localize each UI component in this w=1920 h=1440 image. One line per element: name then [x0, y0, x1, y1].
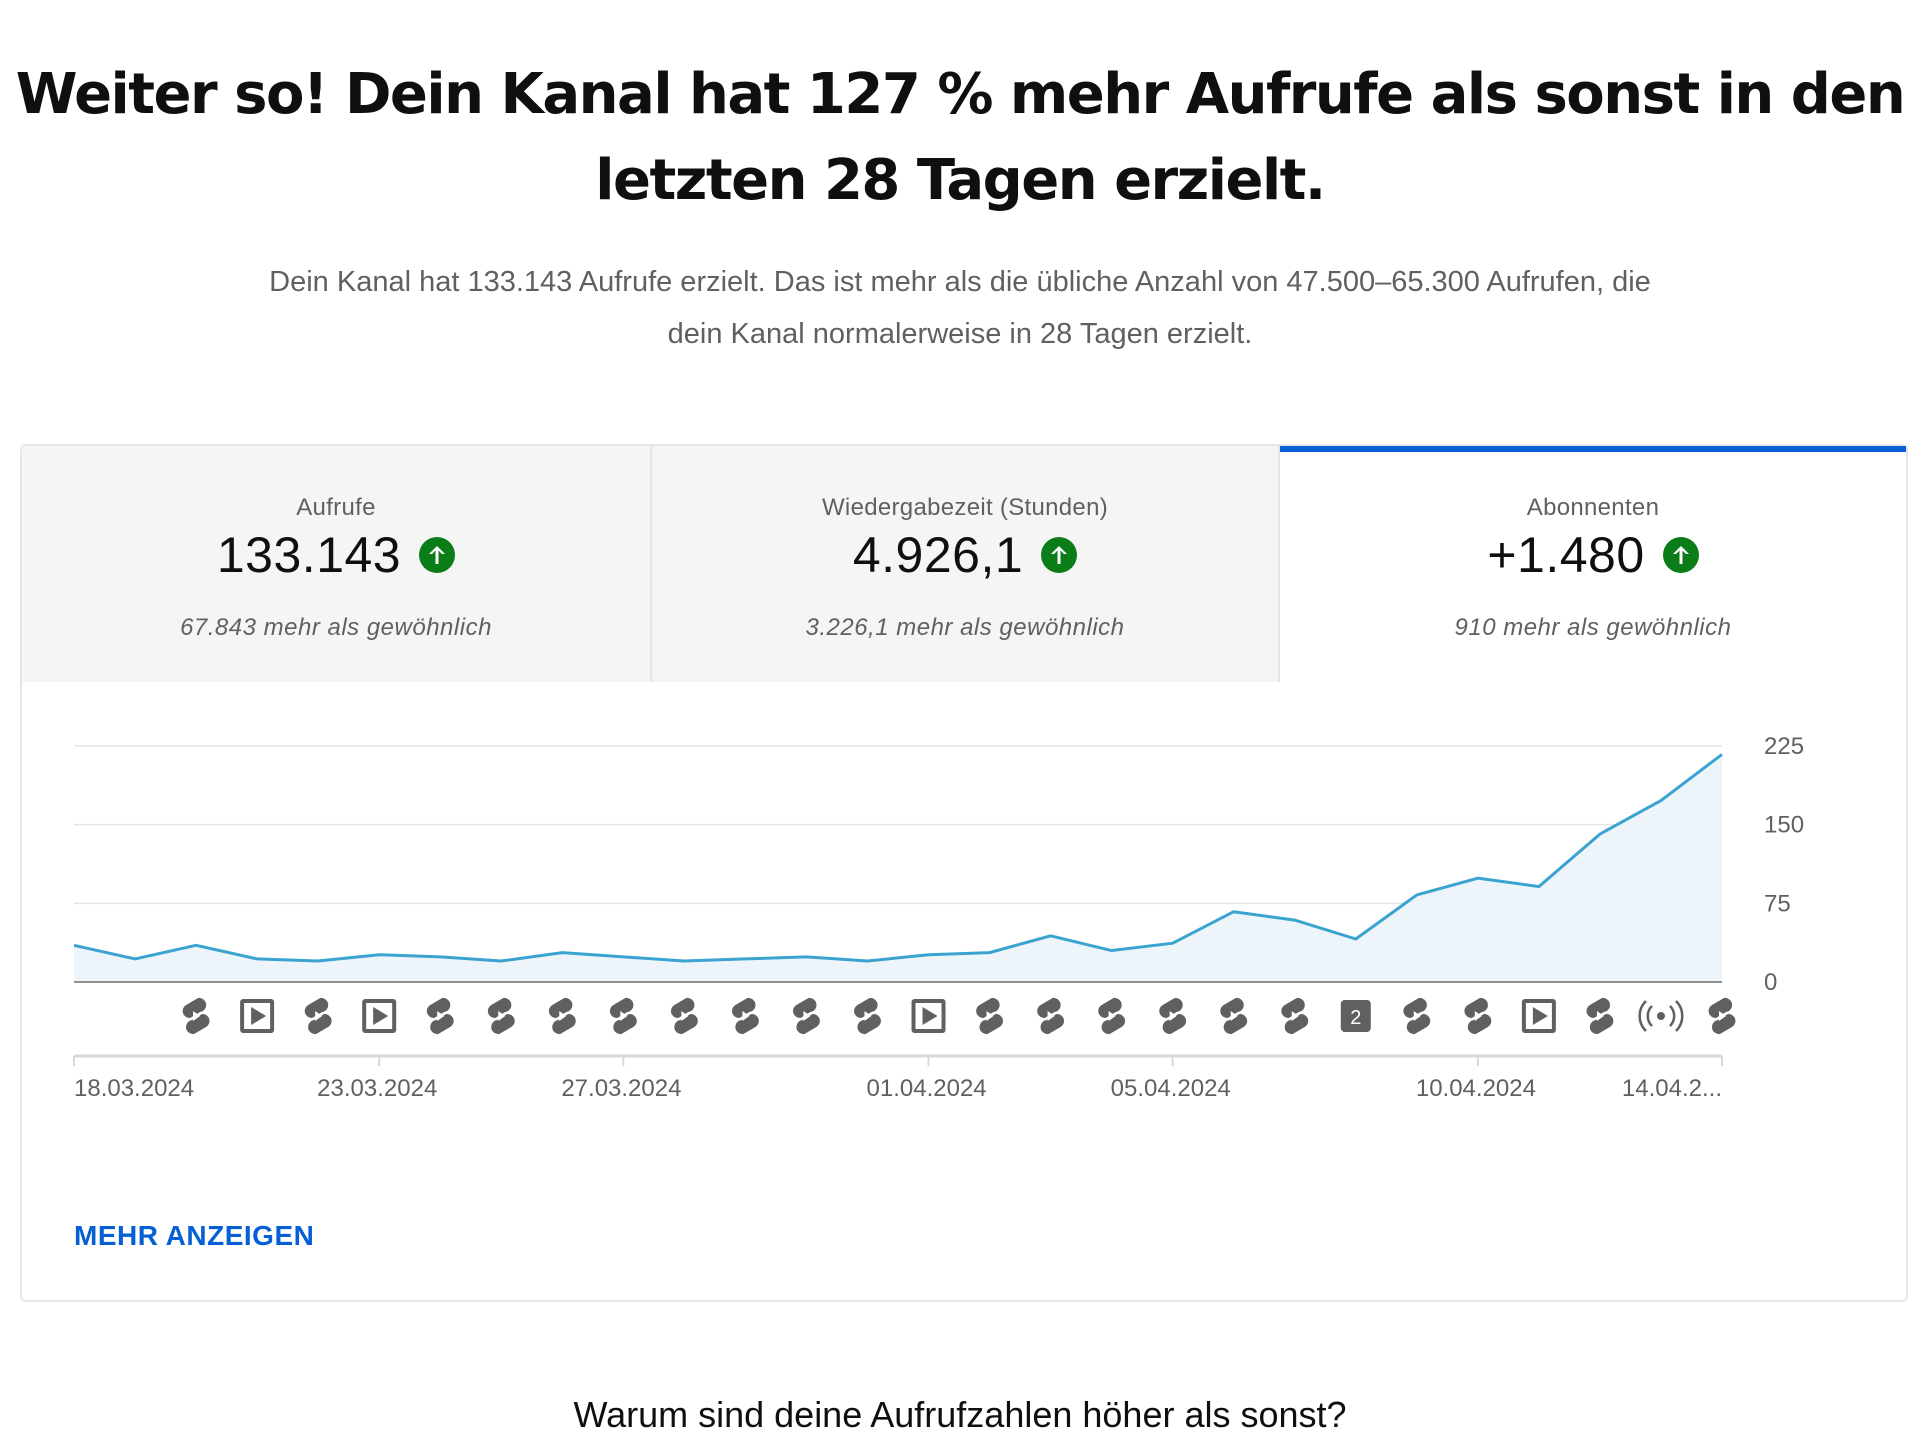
metric-value: 133.143 — [216, 527, 402, 583]
shorts-icon[interactable] — [1586, 997, 1614, 1035]
tab-divider — [650, 446, 652, 682]
shorts-icon[interactable] — [1403, 997, 1431, 1035]
tab-value-row: 4.926,1 — [652, 526, 1278, 584]
tab-label: Wiedergabezeit (Stunden) — [821, 494, 1109, 521]
metric-note: 3.226,1 mehr als gewöhnlich — [805, 614, 1125, 641]
count-badge-icon[interactable]: 2 — [1340, 1000, 1371, 1032]
badge-count: 2 — [1350, 1007, 1361, 1029]
shorts-icon[interactable] — [1464, 997, 1492, 1035]
x-tick-label: 27.03.2024 — [561, 1075, 681, 1102]
chart-svg: 0 75 150 225 2 18.03.2024 23.03.2024 27.03.2024… — [73, 733, 1804, 1102]
shorts-icon[interactable] — [609, 997, 637, 1035]
shorts-icon[interactable] — [670, 997, 698, 1035]
arrow-up-icon — [419, 537, 456, 573]
shorts-icon[interactable] — [304, 997, 332, 1035]
summary-line-2: dein Kanal normalerweise in 28 Tagen erz… — [667, 318, 1253, 350]
show-more-link[interactable]: MEHR ANZEIGEN — [74, 1220, 315, 1251]
active-tab-indicator — [1280, 446, 1906, 452]
metric-tabs: Aufrufe 133.143 67.843 mehr als gewöhnli… — [22, 446, 1906, 682]
tab-label: Aufrufe — [296, 494, 376, 521]
shorts-icon[interactable] — [182, 997, 210, 1035]
shorts-icon[interactable] — [548, 997, 576, 1035]
y-tick-label: 225 — [1764, 733, 1804, 760]
y-tick-label: 0 — [1764, 969, 1777, 996]
shorts-icon[interactable] — [1220, 997, 1248, 1035]
live-icon[interactable] — [1638, 1000, 1684, 1032]
video-icon[interactable] — [362, 999, 397, 1033]
tab-divider — [1278, 446, 1280, 682]
video-icon[interactable] — [911, 999, 946, 1033]
tab-value-row: 133.143 — [22, 526, 650, 584]
y-tick-label: 75 — [1764, 890, 1791, 917]
y-tick-label: 150 — [1764, 812, 1804, 839]
x-tick-label: 23.03.2024 — [317, 1075, 437, 1102]
shorts-icon[interactable] — [426, 997, 454, 1035]
shorts-icon[interactable] — [1098, 997, 1126, 1035]
x-tick-label: 18.03.2024 — [74, 1075, 194, 1102]
summary-line-1: Dein Kanal hat 133.143 Aufrufe erzielt. … — [269, 266, 1651, 298]
tab-label: Abonnenten — [1526, 494, 1660, 521]
metric-value: 4.926,1 — [852, 527, 1024, 583]
shorts-icon[interactable] — [976, 997, 1003, 1035]
x-tick-label: 01.04.2024 — [867, 1075, 987, 1102]
arrow-up-icon — [1662, 537, 1699, 573]
headline: Weiter so! Dein Kanal hat 127 % mehr Auf… — [0, 52, 1920, 224]
shorts-icon[interactable] — [1037, 997, 1065, 1035]
x-tick-label: 05.04.2024 — [1111, 1075, 1231, 1102]
video-icon[interactable] — [240, 999, 275, 1033]
tab-aufrufe[interactable]: Aufrufe 133.143 67.843 mehr als gewöhnli… — [22, 446, 650, 682]
tab-value-row: +1.480 — [1280, 526, 1906, 584]
shorts-icon[interactable] — [793, 997, 820, 1035]
headline-line-1: Weiter so! Dein Kanal hat 127 % mehr Auf… — [15, 62, 1906, 127]
arrow-up-icon — [1041, 537, 1078, 573]
metric-note: 910 mehr als gewöhnlich — [1454, 614, 1732, 641]
subscribers-chart: 0 75 150 225 2 18.03.2024 23.03.2024 27.03.2024… — [22, 682, 1906, 1142]
headline-line-2: letzten 28 Tagen erzielt. — [595, 148, 1326, 213]
tab-wiedergabezeit[interactable]: Wiedergabezeit (Stunden) 4.926,1 3.226,1… — [652, 446, 1278, 682]
metrics-card: Aufrufe 133.143 67.843 mehr als gewöhnli… — [20, 444, 1908, 1302]
x-tick-label: 14.04.2... — [1622, 1075, 1722, 1102]
series-line — [73, 753, 1723, 963]
shorts-icon[interactable] — [487, 997, 515, 1035]
shorts-icon[interactable] — [1159, 997, 1187, 1035]
video-icon[interactable] — [1521, 999, 1556, 1033]
metric-note: 67.843 mehr als gewöhnlich — [180, 614, 492, 641]
section-question: Warum sind deine Aufrufzahlen höher als … — [573, 1394, 1347, 1435]
shorts-icon[interactable] — [854, 997, 881, 1035]
series-area — [74, 754, 1722, 982]
shorts-icon[interactable] — [731, 997, 759, 1035]
tab-abonnenten[interactable]: Abonnenten +1.480 910 mehr als gewöhnlic… — [1280, 446, 1906, 682]
x-tick-label: 10.04.2024 — [1416, 1075, 1536, 1102]
metric-value: +1.480 — [1487, 527, 1645, 583]
summary-text: Dein Kanal hat 133.143 Aufrufe erzielt. … — [0, 256, 1920, 360]
shorts-icon[interactable] — [1708, 997, 1736, 1035]
shorts-icon[interactable] — [1281, 997, 1309, 1035]
